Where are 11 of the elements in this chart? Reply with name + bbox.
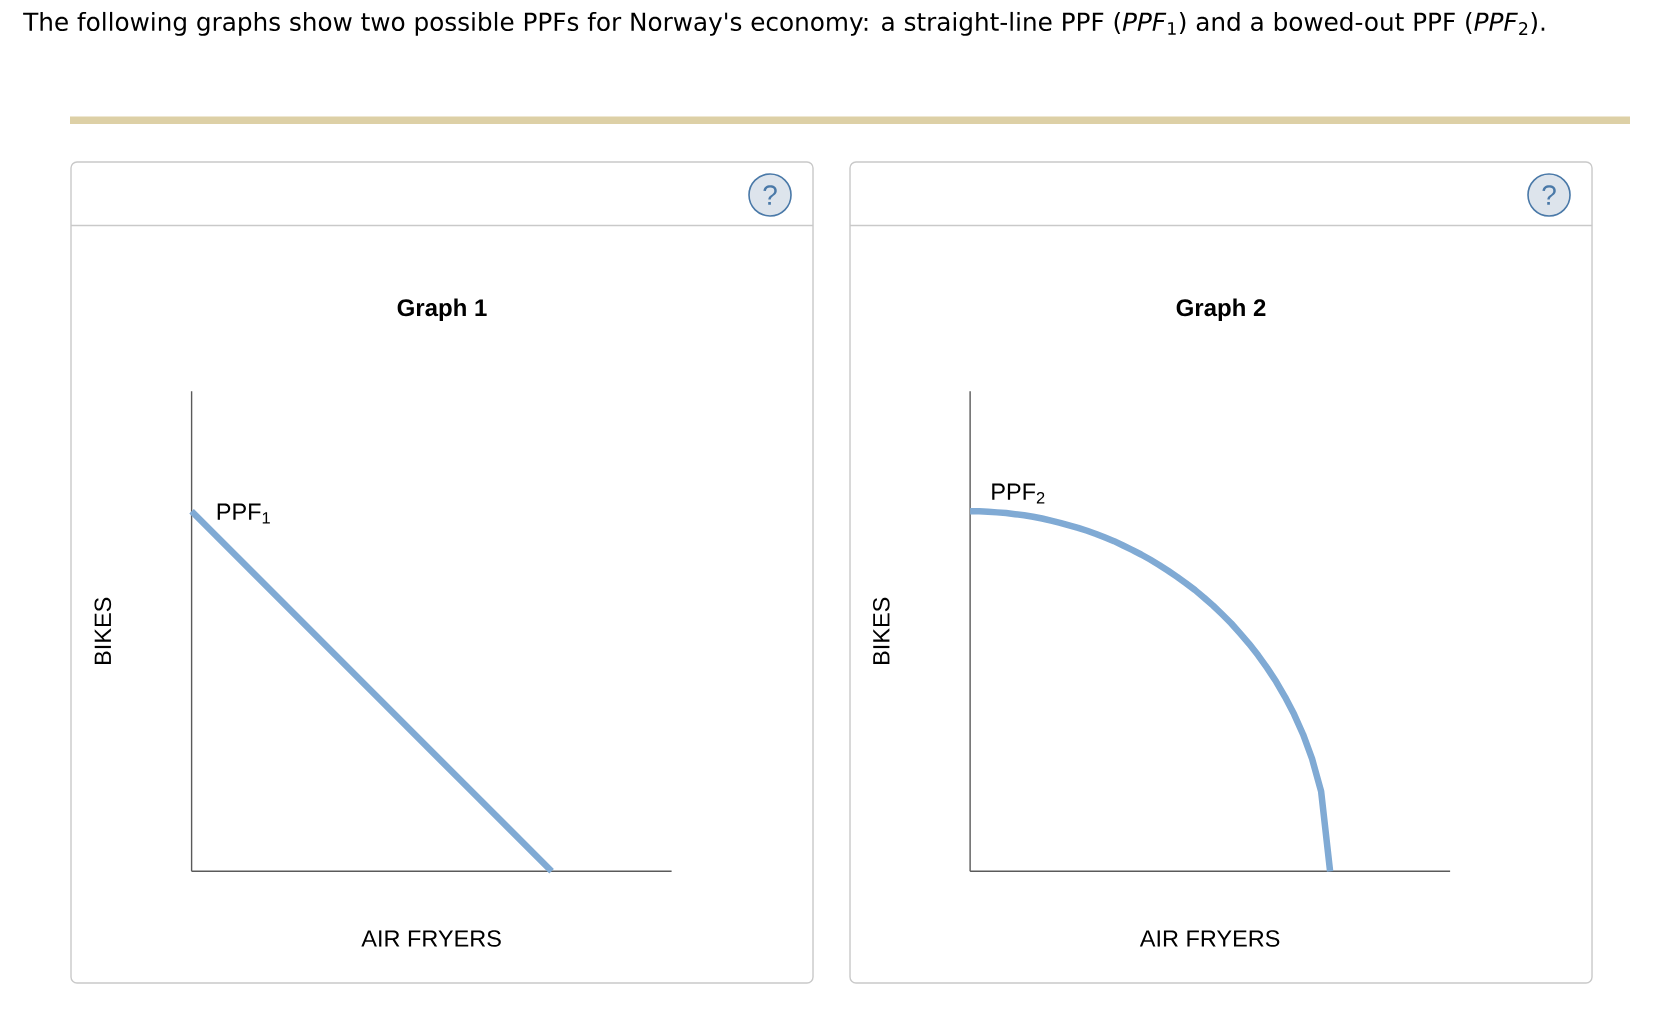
chart-title: Graph 1 [397,298,487,321]
x-axis-title: AIR FRYERS [1139,930,1280,947]
y-axis-title: BIKES [94,597,112,664]
text: ? [763,185,777,205]
text: ? [1542,185,1556,205]
x-axis-title: AIR FRYERS [361,930,501,947]
y-axis-title: BIKES [872,597,890,664]
series-label: PPF$_{1}$ [217,503,270,524]
series-label: PPF$_{2}$ [992,483,1045,504]
chart-title: Graph 2 [1176,298,1266,321]
text: The following graphs show two possible PPFs for Norway's economy: a straight-line PPF (PPF$_{1}$) and a bowed-out PPF (PPF$_{2}$). [23,11,1545,36]
